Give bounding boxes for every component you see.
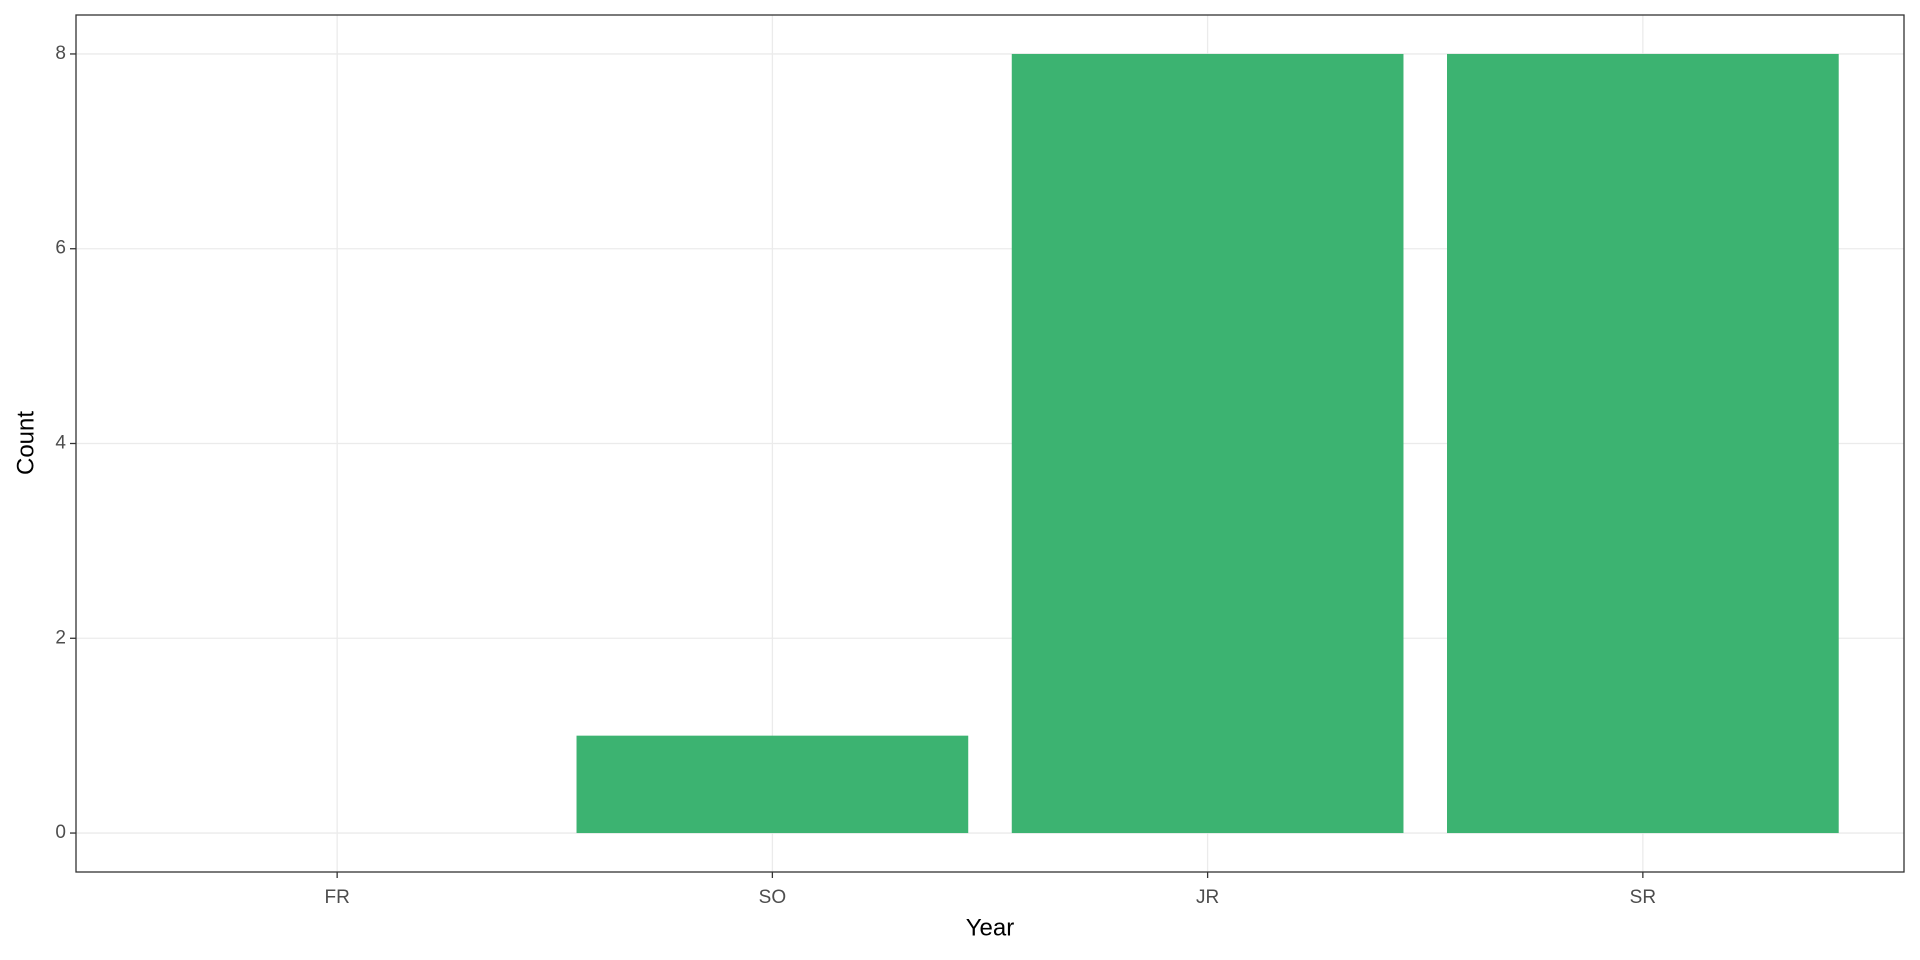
bar	[1011, 53, 1404, 834]
x-tick-label: SR	[1630, 887, 1656, 908]
bar	[1447, 53, 1839, 834]
mark-layer	[576, 53, 1839, 834]
grid-layer	[76, 15, 1904, 872]
y-tick-label: 2	[55, 627, 66, 648]
x-axis-title: Year	[966, 914, 1015, 941]
y-axis-title: Count	[12, 411, 39, 475]
y-tick-label: 6	[55, 238, 66, 259]
x-tick-label: JR	[1196, 887, 1219, 908]
x-tick-label: FR	[324, 887, 349, 908]
y-tick-label: 0	[55, 822, 66, 843]
bar	[576, 735, 969, 834]
y-tick-label: 4	[55, 433, 66, 454]
x-tick-label: SO	[759, 887, 786, 908]
y-tick-label: 8	[55, 43, 66, 64]
